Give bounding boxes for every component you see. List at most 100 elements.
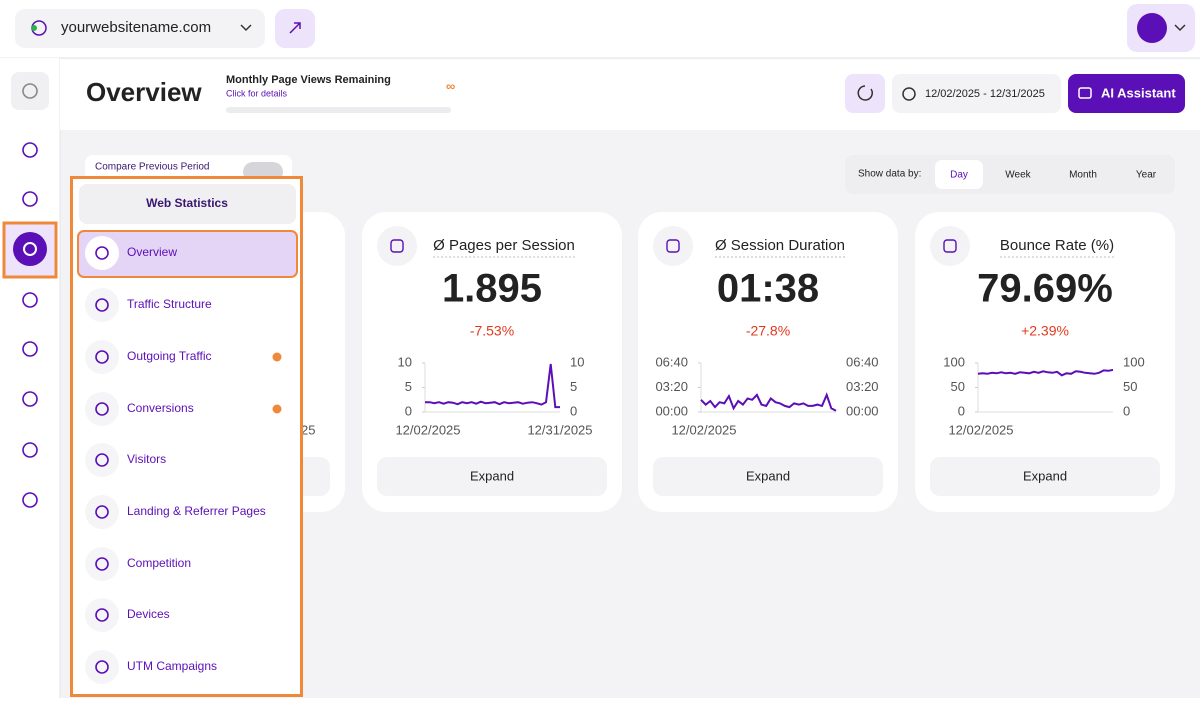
menu-item[interactable]: UTM Campaigns [127, 659, 217, 673]
y2-tick-label: 50 [1123, 379, 1137, 394]
y-tick-label: 0 [405, 403, 412, 418]
menu-item[interactable]: Outgoing Traffic [127, 349, 212, 363]
menu-item[interactable]: Traffic Structure [127, 297, 212, 311]
menu-item[interactable]: Overview [127, 245, 177, 259]
chevron [1174, 24, 1186, 32]
period-option[interactable]: Month [1069, 170, 1097, 181]
show-data-box [845, 155, 1175, 194]
menu-icon-bg [85, 288, 119, 322]
menu-item[interactable]: Landing & Referrer Pages [127, 504, 266, 518]
menu-icon-bg [85, 495, 119, 529]
expand-button[interactable] [653, 457, 883, 496]
menu-icon-bg [85, 443, 119, 477]
ai-assistant-label: AI Assistant [1101, 85, 1176, 100]
y-tick-label: 03:20 [655, 379, 688, 394]
nav-icon[interactable] [22, 442, 38, 458]
y2-tick-label: 03:20 [846, 379, 879, 394]
ai-assistant-button[interactable] [1068, 74, 1185, 113]
expand-label: Expand [470, 468, 514, 483]
expand-button[interactable] [377, 457, 607, 496]
menu-icon [95, 505, 109, 519]
sparkline [700, 392, 837, 412]
refresh-button[interactable] [845, 74, 885, 113]
y-tick-label: 0 [958, 403, 965, 418]
avatar [1137, 13, 1167, 43]
x-tick-label: 12/02/2025 [395, 422, 460, 437]
stat-card [915, 212, 1175, 512]
menu-item[interactable]: Competition [127, 556, 191, 570]
menu-icon [95, 660, 109, 674]
y2-tick-label: 00:00 [846, 403, 879, 418]
menu-icon-bg [85, 340, 119, 374]
menu-item[interactable]: Devices [127, 607, 170, 621]
y-tick-label: 06:40 [655, 354, 688, 369]
x-tick-label: 12/02/2025 [671, 422, 736, 437]
x-tick-label: 12/02/2025 [948, 422, 1013, 437]
y-tick-label: 00:00 [655, 403, 688, 418]
page-title: Overview [86, 77, 202, 107]
collapse-button[interactable] [11, 72, 49, 110]
stat-card [362, 212, 622, 512]
site-selector[interactable] [15, 9, 265, 48]
menu-title: Web Statistics [146, 196, 228, 210]
y-tick-label: 5 [405, 379, 412, 394]
card-value: 79.69% [977, 267, 1113, 311]
compare-label: Compare Previous Period [95, 162, 210, 173]
sparkline [977, 368, 1114, 377]
y-tick-label: 100 [943, 354, 965, 369]
y2-tick-label: 5 [570, 379, 577, 394]
y2-tick-label: 0 [570, 403, 577, 418]
menu-icon [95, 298, 109, 312]
nav-icon[interactable] [13, 232, 47, 266]
quota-value: ∞ [446, 78, 455, 93]
quota-label: Monthly Page Views Remaining [226, 74, 391, 86]
stat-card [638, 212, 898, 512]
y-tick-label: 50 [951, 379, 965, 394]
nav-icon[interactable] [22, 142, 38, 158]
expand-button[interactable] [930, 457, 1160, 496]
site-name: yourwebsitename.com [61, 19, 211, 36]
chat-icon [1078, 87, 1092, 99]
status-dot [31, 25, 37, 31]
menu-icon-bg [85, 236, 119, 270]
card-change: +2.39% [1021, 323, 1069, 339]
y-tick-label: 10 [398, 354, 412, 369]
nav-icon[interactable] [22, 492, 38, 508]
external-icon [289, 22, 301, 34]
card-title: Ø Pages per Session [433, 237, 575, 254]
menu-icon [95, 350, 109, 364]
card-title: Bounce Rate (%) [1000, 237, 1114, 254]
nav-icon[interactable] [22, 391, 38, 407]
y2-tick-label: 10 [570, 354, 584, 369]
nav-icon[interactable] [22, 292, 38, 308]
period-option[interactable]: Day [950, 170, 968, 181]
card-title: Ø Session Duration [715, 237, 845, 254]
refresh-icon [857, 85, 873, 101]
option-selected [935, 160, 983, 189]
nav-icon[interactable] [22, 83, 38, 99]
chevron [240, 24, 252, 32]
nav-icon-glyph [23, 242, 37, 256]
card-icon-glyph [943, 239, 957, 253]
quota-bar [226, 107, 451, 113]
sidebar [0, 58, 60, 698]
quota-link[interactable]: Click for details [226, 88, 288, 98]
period-option[interactable]: Week [1005, 170, 1031, 181]
menu-icon-bg [85, 650, 119, 684]
menu-icon-bg [85, 547, 119, 581]
date-range-button[interactable] [892, 74, 1061, 113]
menu-icon [95, 608, 109, 622]
nav-icon[interactable] [22, 341, 38, 357]
menu-icon-bg [85, 392, 119, 426]
card-icon-glyph [666, 239, 680, 253]
card-value: 1.895 [442, 267, 542, 311]
menu-icon [95, 557, 109, 571]
menu-item[interactable]: Visitors [127, 452, 166, 466]
period-option[interactable]: Year [1136, 170, 1157, 181]
menu-item[interactable]: Conversions [127, 401, 194, 415]
nav-icon[interactable] [22, 191, 38, 207]
sparkline [425, 363, 560, 409]
menu-item-active[interactable] [77, 230, 298, 278]
notification-dot [272, 404, 282, 414]
